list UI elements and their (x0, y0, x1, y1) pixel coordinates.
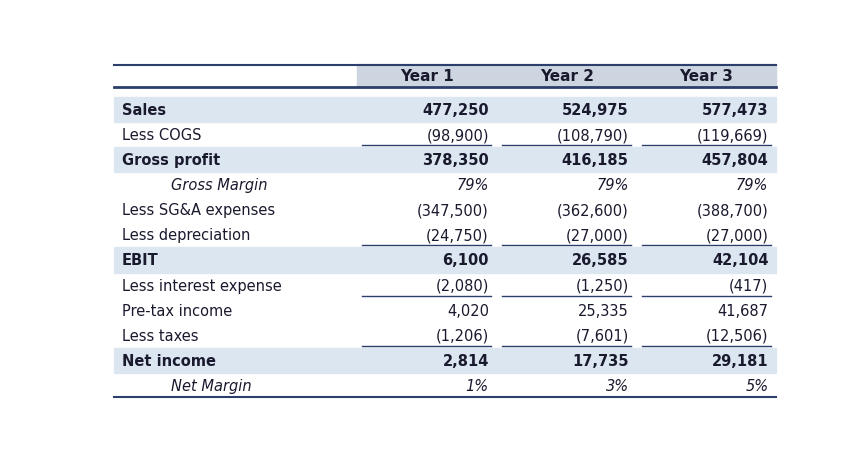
Text: 2,814: 2,814 (442, 353, 489, 368)
Text: (1,206): (1,206) (436, 328, 489, 343)
Text: 4,020: 4,020 (447, 303, 489, 318)
Text: Less depreciation: Less depreciation (122, 228, 250, 243)
Text: 41,687: 41,687 (717, 303, 769, 318)
Bar (497, 64, 637, 87)
Text: (119,669): (119,669) (697, 128, 769, 143)
Text: Net Margin: Net Margin (171, 378, 251, 393)
Text: 79%: 79% (596, 178, 629, 193)
Bar (114, 348, 777, 373)
Text: Less SG&A expenses: Less SG&A expenses (122, 203, 275, 218)
Text: 416,185: 416,185 (562, 153, 629, 168)
Text: (7,601): (7,601) (576, 328, 629, 343)
Text: 378,350: 378,350 (422, 153, 489, 168)
Text: Pre-tax income: Pre-tax income (122, 303, 232, 318)
Text: 17,735: 17,735 (572, 353, 629, 368)
Text: (347,500): (347,500) (417, 203, 489, 218)
Text: Sales: Sales (122, 103, 166, 118)
Text: EBIT: EBIT (122, 253, 159, 268)
Text: (1,250): (1,250) (576, 278, 629, 293)
Text: (98,900): (98,900) (426, 128, 489, 143)
Bar (114, 98, 777, 123)
Text: 6,100: 6,100 (442, 253, 489, 268)
Text: Net income: Net income (122, 353, 216, 368)
Text: (108,790): (108,790) (557, 128, 629, 143)
Text: (12,506): (12,506) (706, 328, 769, 343)
Text: 3%: 3% (606, 378, 629, 393)
Text: (27,000): (27,000) (705, 228, 769, 243)
Text: 29,181: 29,181 (712, 353, 769, 368)
Text: (24,750): (24,750) (426, 228, 489, 243)
Text: (388,700): (388,700) (697, 203, 769, 218)
Text: 42,104: 42,104 (712, 253, 769, 268)
Text: 524,975: 524,975 (562, 103, 629, 118)
Bar (114, 248, 777, 273)
Text: 26,585: 26,585 (572, 253, 629, 268)
Text: 5%: 5% (746, 378, 769, 393)
Text: 1%: 1% (466, 378, 489, 393)
Text: Year 1: Year 1 (400, 69, 454, 83)
Text: 79%: 79% (456, 178, 489, 193)
Text: 79%: 79% (736, 178, 769, 193)
Text: Less COGS: Less COGS (122, 128, 202, 143)
Bar (114, 148, 777, 173)
Bar (637, 64, 777, 87)
Text: Year 2: Year 2 (539, 69, 594, 83)
Text: (2,080): (2,080) (436, 278, 489, 293)
Text: 457,804: 457,804 (702, 153, 769, 168)
Text: Gross Margin: Gross Margin (171, 178, 267, 193)
Text: Gross profit: Gross profit (122, 153, 220, 168)
Text: 577,473: 577,473 (702, 103, 769, 118)
Text: Less taxes: Less taxes (122, 328, 198, 343)
Bar (357, 64, 497, 87)
Text: Year 3: Year 3 (679, 69, 734, 83)
Text: Less interest expense: Less interest expense (122, 278, 282, 293)
Text: (27,000): (27,000) (566, 228, 629, 243)
Text: 25,335: 25,335 (578, 303, 629, 318)
Text: 477,250: 477,250 (423, 103, 489, 118)
Text: (362,600): (362,600) (557, 203, 629, 218)
Text: (417): (417) (729, 278, 769, 293)
